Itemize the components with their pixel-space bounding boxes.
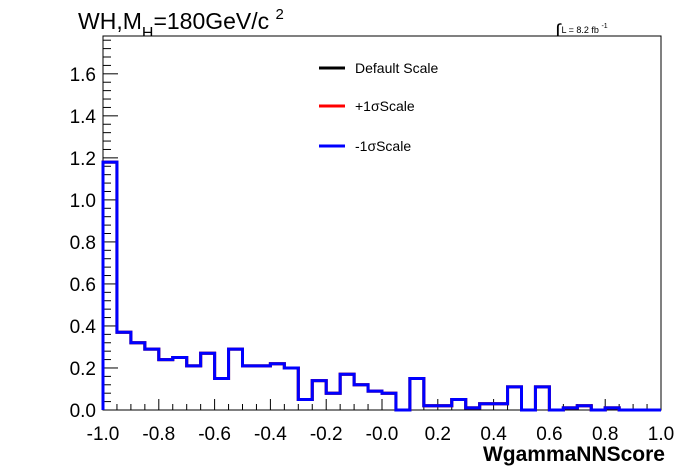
x-tick-label: -0.4 xyxy=(254,424,287,445)
legend-label: -1σScale xyxy=(355,138,411,154)
y-tick-label: 0.0 xyxy=(70,401,96,422)
x-tick-label: -0.0 xyxy=(366,424,399,445)
histogram-series-2 xyxy=(101,160,661,412)
x-tick-label: 0.6 xyxy=(536,424,562,445)
y-tick-label: 0.6 xyxy=(70,275,96,296)
luminosity-label: ∫L = 8.2 fb -1 xyxy=(555,16,608,43)
legend-label: +1σScale xyxy=(355,98,415,114)
series-group xyxy=(101,160,661,412)
x-axis-label: WgammaNNScore xyxy=(483,443,665,466)
title-superscript: 2 xyxy=(275,6,284,23)
x-tick-label: -0.2 xyxy=(310,424,343,445)
title-rest: =180GeV/c xyxy=(153,8,270,34)
x-tick-label: 0.8 xyxy=(592,424,618,445)
x-tick-label: 1.0 xyxy=(648,424,674,445)
y-tick-label: 1.4 xyxy=(70,107,97,128)
legend-label: Default Scale xyxy=(355,60,438,76)
axes-group: -1.0 -0.8 -0.6 -0.4 -0.2 -0.0 0.2 0.4 0.6 0.8 1.0 0… xyxy=(70,39,674,445)
y-tick-label: 1.0 xyxy=(70,191,96,212)
x-tick-label: -1.0 xyxy=(87,424,120,445)
lumi-superscript: -1 xyxy=(601,23,608,30)
legend: Default Scale +1σScale -1σScale xyxy=(319,60,438,154)
title-subscript: H xyxy=(141,25,154,42)
integral-symbol-icon: ∫ xyxy=(555,21,561,43)
x-tick-label: 0.4 xyxy=(480,424,507,445)
x-tick-label: -0.8 xyxy=(142,424,175,445)
plot-frame xyxy=(102,35,662,411)
y-tick-label: 0.4 xyxy=(70,317,97,338)
x-tick-label: 0.2 xyxy=(425,424,451,445)
title-prefix: WH,M xyxy=(78,8,142,34)
y-tick-label: 0.8 xyxy=(70,233,96,254)
lumi-text: L = 8.2 fb xyxy=(561,25,599,35)
chart-title: WH,MH=180GeV/c 2 xyxy=(78,6,284,42)
y-tick-label: 1.2 xyxy=(70,149,96,170)
y-tick-label: 1.6 xyxy=(70,65,96,86)
x-tick-label: -0.6 xyxy=(198,424,231,445)
y-tick-label: 0.2 xyxy=(70,359,96,380)
